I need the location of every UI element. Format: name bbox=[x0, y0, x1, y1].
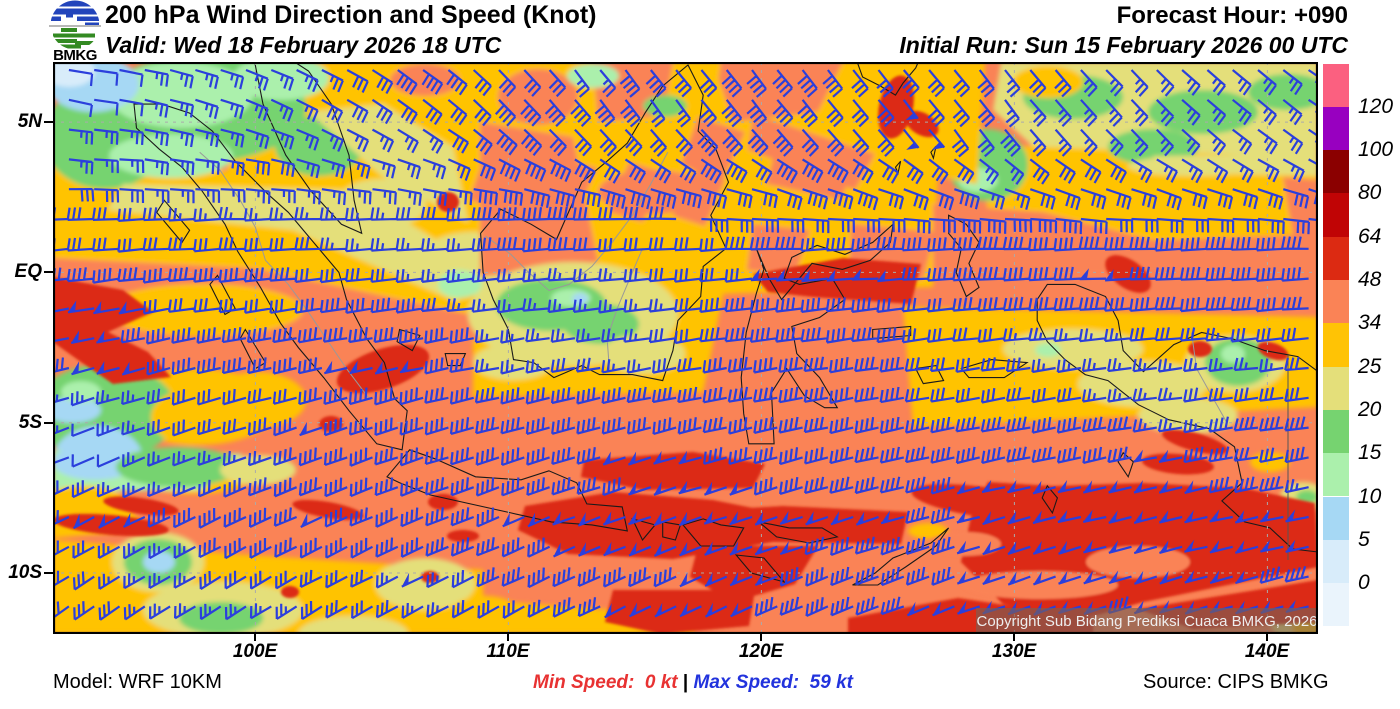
svg-text:BMKG: BMKG bbox=[53, 47, 97, 62]
svg-text:Copyright Sub Bidang Prediksi: Copyright Sub Bidang Prediksi Cuaca BMKG… bbox=[976, 613, 1317, 630]
